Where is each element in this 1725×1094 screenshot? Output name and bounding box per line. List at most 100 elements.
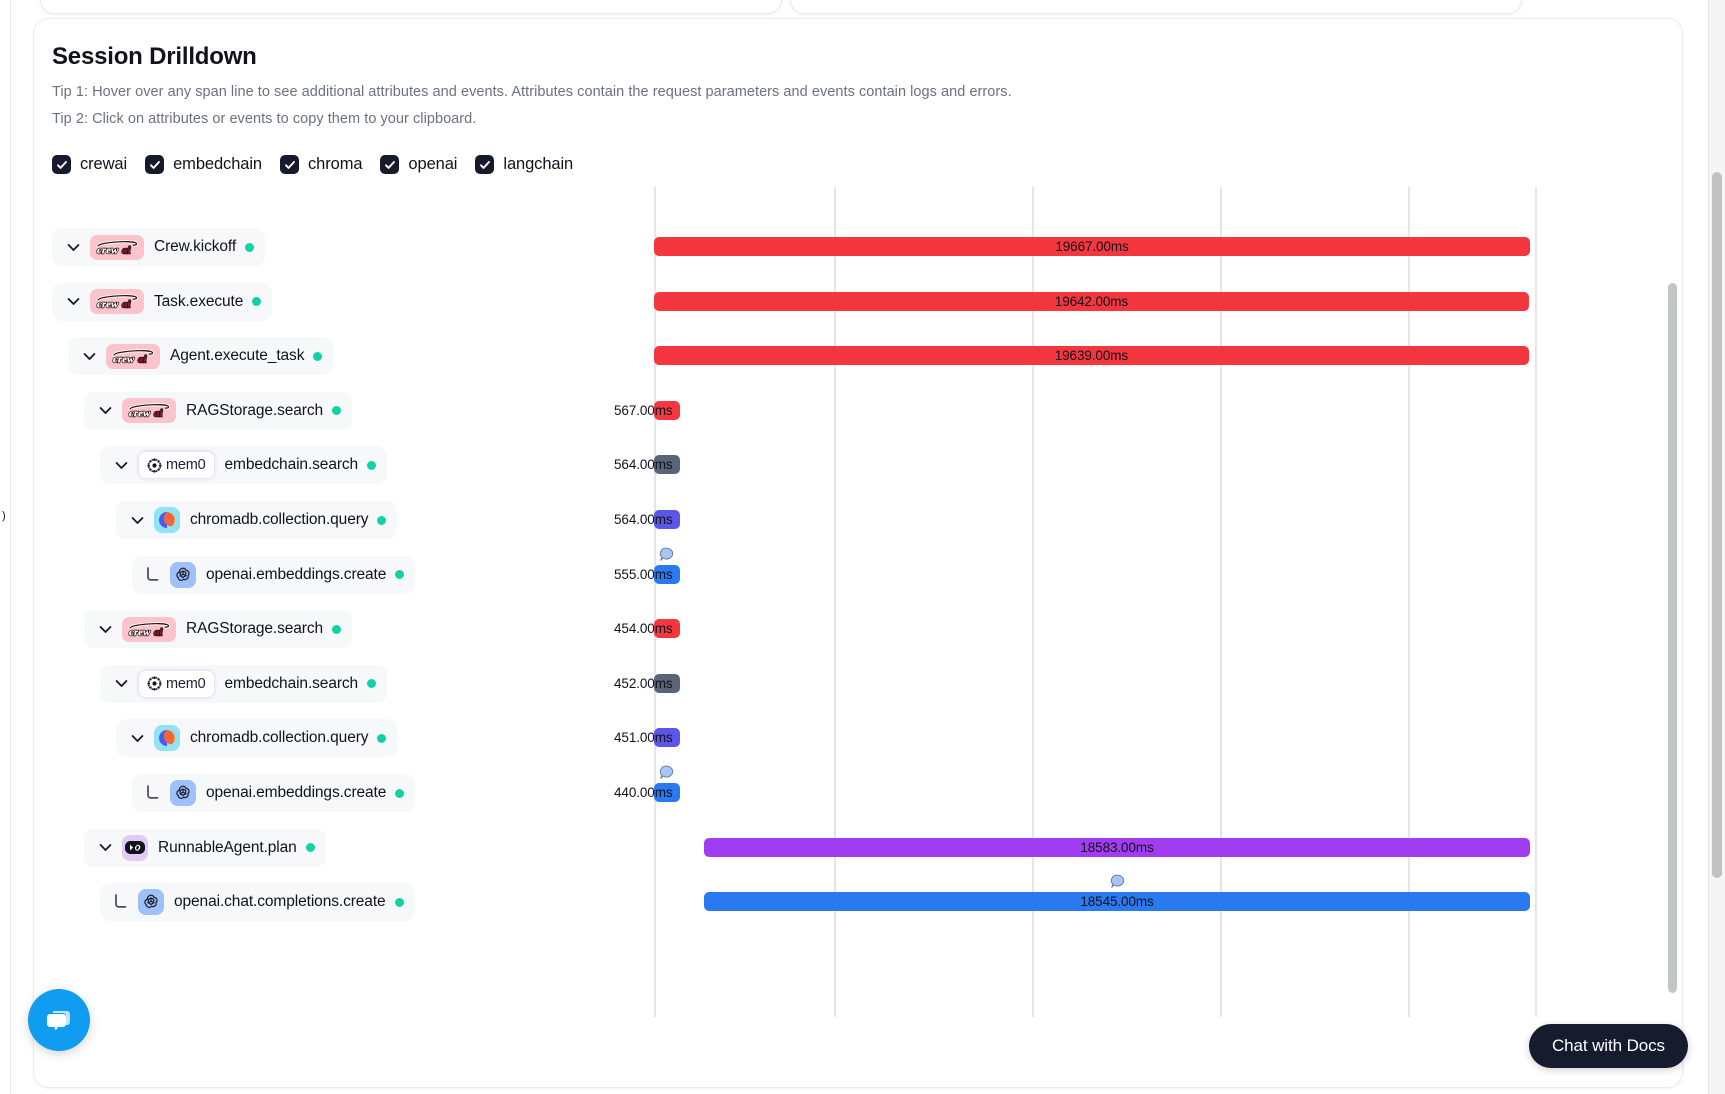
badge-crewai: crew crew ai ai	[106, 343, 160, 369]
span-row[interactable]: crew crew ai ai Task.execute	[52, 282, 273, 321]
timeline-bar[interactable]	[704, 892, 1530, 912]
chevron-down-icon	[99, 407, 111, 415]
check-icon	[284, 160, 295, 169]
span-name: embedchain.search	[224, 456, 359, 474]
provider-filter-label-crewai: crewai	[80, 155, 128, 173]
provider-filter-checkbox-crewai[interactable]	[52, 155, 71, 174]
badge-openai	[170, 780, 196, 806]
timeline-bar[interactable]	[654, 728, 680, 748]
timeline-event-marker[interactable]	[658, 547, 675, 564]
svg-text:ai: ai	[154, 626, 164, 638]
timeline-bar[interactable]	[654, 400, 680, 420]
timeline-bar[interactable]	[654, 783, 680, 802]
crewai-logo-icon: crew crew ai ai	[128, 403, 171, 420]
event-marker-icon	[659, 765, 674, 779]
span-status-dot	[395, 788, 405, 798]
span-leaf-connector	[110, 891, 132, 913]
badge-mem0: mem0	[138, 451, 215, 480]
span-row[interactable]: openai.embeddings.create	[132, 555, 416, 594]
chevron-down-icon	[131, 516, 143, 524]
timeline-gridline-2	[1032, 187, 1034, 1017]
span-expand-toggle[interactable]	[110, 673, 132, 695]
timeline-bar[interactable]	[654, 455, 680, 475]
page-scrollbar[interactable]	[1708, 0, 1725, 1094]
span-expand-toggle[interactable]	[62, 236, 84, 258]
timeline-bar[interactable]	[654, 619, 680, 639]
timeline-bar-duration-label: 555.00ms	[614, 566, 673, 582]
openai-logo-icon	[170, 780, 196, 806]
chat-bubble-button[interactable]	[28, 989, 90, 1051]
svg-text:crew: crew	[113, 353, 135, 365]
provider-filter-label-openai: openai	[408, 155, 458, 173]
span-row[interactable]: crew crew ai ai RAGStorage.search	[84, 391, 353, 430]
timeline-gridline-0	[654, 187, 656, 1017]
span-expand-toggle[interactable]	[126, 727, 148, 749]
timeline-bar[interactable]	[654, 564, 680, 584]
chevron-down-icon	[67, 243, 79, 251]
timeline-bar[interactable]	[654, 510, 680, 529]
span-expand-toggle[interactable]	[62, 291, 84, 313]
span-expand-toggle[interactable]	[94, 618, 116, 640]
span-row[interactable]: crew crew ai ai RAGStorage.search	[84, 610, 353, 649]
badge-chroma	[154, 725, 180, 752]
timeline-scrollbar-thumb[interactable]	[1668, 283, 1677, 993]
span-row[interactable]: mem0 embedchain.search	[100, 664, 388, 703]
chevron-down-icon	[115, 461, 127, 469]
chevron-down-icon	[115, 680, 127, 688]
timeline-bar-duration-label: 564.00ms	[614, 457, 673, 473]
provider-filter-crewai[interactable]: crewai	[52, 155, 127, 174]
span-expand-toggle[interactable]	[78, 345, 100, 367]
check-icon	[479, 160, 490, 169]
provider-filter-chroma[interactable]: chroma	[280, 155, 363, 174]
provider-filter-checkbox-embedchain[interactable]	[145, 155, 165, 174]
timeline-bar-duration-label: 440.00ms	[614, 785, 673, 800]
provider-filter-checkbox-langchain[interactable]	[475, 155, 495, 174]
timeline-event-marker[interactable]	[658, 765, 675, 782]
timeline-bar[interactable]	[654, 346, 1529, 366]
span-row[interactable]: crew crew ai ai Crew.kickoff	[52, 228, 266, 266]
chevron-down-icon	[99, 844, 111, 852]
span-expand-toggle[interactable]	[110, 454, 132, 476]
span-expand-toggle[interactable]	[94, 837, 116, 859]
timeline-gridline-4	[1408, 187, 1410, 1017]
provider-filter-langchain[interactable]: langchain	[475, 155, 573, 174]
span-expand-toggle[interactable]	[126, 509, 148, 531]
timeline-scrollbar[interactable]	[1665, 187, 1679, 1017]
span-row[interactable]: mem0 embedchain.search	[100, 446, 388, 485]
page-scrollbar-thumb[interactable]	[1712, 172, 1722, 878]
provider-filter-label-langchain: langchain	[503, 155, 574, 173]
provider-filter-openai[interactable]: openai	[380, 155, 457, 174]
timeline-bar[interactable]	[654, 291, 1529, 311]
timeline-event-marker[interactable]	[1109, 874, 1126, 891]
span-row[interactable]: chromadb.collection.query	[116, 501, 398, 539]
timeline-gridline-1	[834, 187, 836, 1017]
span-name: RAGStorage.search	[186, 401, 324, 419]
chat-with-docs-button[interactable]: Chat with Docs	[1529, 1024, 1688, 1068]
timeline-bar[interactable]	[654, 673, 680, 693]
span-name: Task.execute	[154, 292, 244, 310]
span-row[interactable]: openai.chat.completions.create	[100, 883, 415, 922]
provider-filter-checkbox-chroma[interactable]	[280, 155, 299, 174]
timeline-bar[interactable]	[704, 837, 1530, 857]
check-icon	[56, 160, 67, 169]
span-row[interactable]: chromadb.collection.query	[116, 719, 398, 758]
span-row[interactable]: openai.embeddings.create	[132, 774, 416, 812]
timeline-bar-duration-label: 19642.00ms	[1054, 293, 1129, 309]
span-name: RunnableAgent.plan	[158, 838, 297, 856]
span-expand-toggle[interactable]	[94, 400, 116, 422]
span-status-dot	[313, 351, 323, 361]
svg-text:ai: ai	[154, 408, 164, 420]
span-status-dot	[252, 297, 262, 307]
provider-filter-embedchain[interactable]: embedchain	[145, 155, 262, 174]
provider-filter-checkbox-openai[interactable]	[380, 155, 400, 174]
svg-text:ai: ai	[122, 299, 132, 311]
span-row[interactable]: crew crew ai ai Agent.execute_task	[68, 337, 334, 376]
langchain-logo-icon	[125, 841, 145, 855]
timeline-bar[interactable]	[654, 237, 1530, 256]
mem0-glyph-icon	[147, 458, 162, 473]
span-row[interactable]: RunnableAgent.plan	[84, 828, 326, 867]
svg-text:ai: ai	[122, 299, 132, 311]
tree-corner-icon	[115, 894, 127, 908]
badge-mem0: mem0	[138, 669, 215, 698]
badge-crewai: crew crew ai ai	[122, 398, 176, 424]
